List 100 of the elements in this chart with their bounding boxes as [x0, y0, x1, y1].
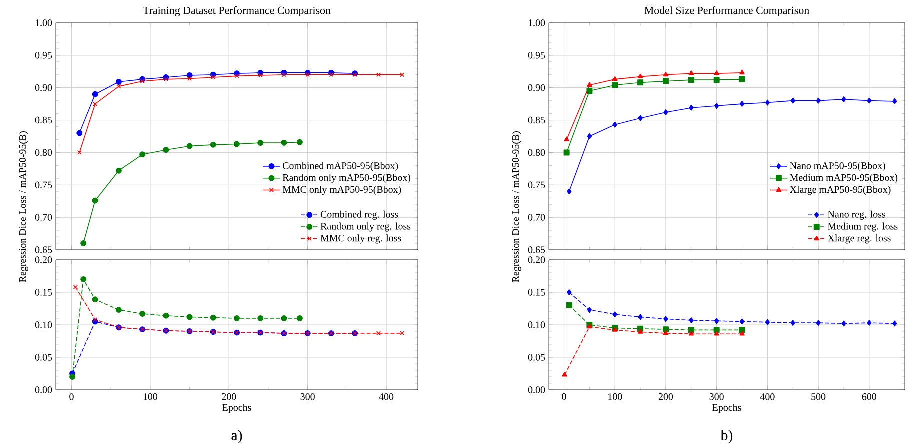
legend-label: Nano mAP50-95(Bbox): [790, 162, 886, 172]
point: [93, 318, 98, 322]
point: [587, 82, 592, 87]
y-tick-label: 0.00: [35, 386, 52, 394]
point: [892, 98, 898, 104]
x-tick-label: 600: [862, 394, 877, 400]
chart-title: Model Size Performance Comparison: [644, 6, 810, 16]
point: [867, 320, 872, 326]
point: [163, 312, 170, 319]
y-tick-label: 0.80: [528, 149, 546, 156]
point: [714, 318, 720, 324]
point: [638, 74, 644, 79]
point: [566, 302, 572, 308]
point: [296, 316, 303, 322]
point: [234, 141, 240, 148]
point: [638, 314, 643, 320]
chart-title: Training Dataset Performance Comparison: [143, 6, 331, 16]
point: [70, 374, 76, 380]
point: [80, 276, 87, 282]
y-axis-title: Regression Dice Loss / mAP50-95(B): [19, 132, 28, 282]
x-tick-label: 300: [300, 394, 315, 400]
point: [281, 316, 288, 322]
point: [714, 327, 720, 334]
y-tick-label: 0.15: [35, 289, 52, 296]
point: [400, 331, 404, 336]
legend-label: Combined reg. loss: [320, 210, 398, 220]
point: [186, 314, 193, 320]
point: [92, 296, 98, 303]
point: [688, 331, 694, 336]
point: [564, 150, 570, 156]
y-tick-label: 0.80: [35, 149, 52, 156]
point: [281, 140, 288, 146]
y-tick-label: 0.15: [528, 289, 546, 296]
x-axis-title: Epochs: [222, 404, 252, 414]
y-tick-label: 0.75: [35, 182, 52, 189]
point: [80, 240, 87, 247]
point: [612, 312, 618, 318]
point: [376, 72, 381, 78]
legend-label: Xlarge mAP50-95(Bbox): [790, 186, 891, 196]
y-tick-label: 0.90: [528, 84, 546, 92]
point: [76, 130, 83, 136]
point: [92, 198, 98, 204]
legend-label: MMC only mAP50-95(Bbox): [282, 186, 402, 196]
x-axis-title: Epochs: [712, 404, 742, 414]
point: [714, 103, 720, 110]
x-tick-label: 100: [144, 394, 158, 400]
y-tick-label: 0.95: [528, 52, 546, 59]
point: [163, 147, 170, 154]
point: [688, 70, 694, 76]
legend-label: Xlarge reg. loss: [828, 234, 891, 244]
y-tick-label: 0.65: [528, 246, 546, 254]
point: [714, 70, 720, 76]
legend-label: Random only mAP50-95(Bbox): [282, 174, 411, 184]
y-tick-label: 0.95: [35, 52, 52, 59]
point: [567, 290, 572, 296]
point: [714, 331, 720, 336]
point: [765, 319, 770, 326]
point: [93, 102, 98, 106]
point: [164, 77, 168, 82]
y-tick-label: 0.00: [528, 386, 546, 394]
x-tick-label: 400: [760, 394, 775, 400]
y-tick-label: 0.05: [528, 354, 546, 361]
point: [234, 74, 240, 78]
y-tick-label: 0.70: [528, 214, 546, 221]
y-tick-label: 0.90: [35, 84, 52, 92]
point: [688, 77, 694, 84]
point: [663, 72, 669, 77]
point: [740, 331, 745, 336]
x-tick-label: 0: [562, 394, 566, 400]
point: [586, 88, 593, 94]
point: [688, 327, 694, 334]
point: [663, 330, 669, 336]
point: [116, 84, 122, 89]
point: [258, 140, 264, 146]
point: [562, 372, 568, 377]
y-axis-title: Regression Dice Loss / mAP50-95(B): [512, 132, 522, 282]
y-tick-label: 0.70: [35, 214, 52, 221]
y-tick-label: 1.00: [528, 20, 546, 26]
x-tick-label: 400: [379, 394, 394, 400]
point: [740, 318, 745, 325]
legend-label: Medium mAP50-95(Bbox): [790, 174, 898, 184]
text: a): [232, 430, 242, 444]
point: [73, 285, 78, 290]
x-tick-label: 100: [608, 394, 622, 400]
point: [140, 310, 146, 317]
point: [116, 79, 122, 86]
point: [892, 320, 898, 327]
point: [210, 314, 216, 321]
point: [638, 80, 644, 86]
x-tick-label: 200: [658, 394, 674, 400]
point: [662, 326, 669, 333]
point: [258, 73, 263, 78]
legend-label: Combined mAP50-95(Bbox): [283, 162, 398, 172]
point: [638, 329, 644, 334]
point: [564, 136, 570, 142]
point: [587, 134, 592, 140]
point: [842, 96, 846, 103]
legend-label: Random only reg. loss: [320, 222, 411, 232]
legend-label: Medium reg. loss: [828, 222, 898, 232]
x-tick-label: 0: [70, 394, 74, 400]
